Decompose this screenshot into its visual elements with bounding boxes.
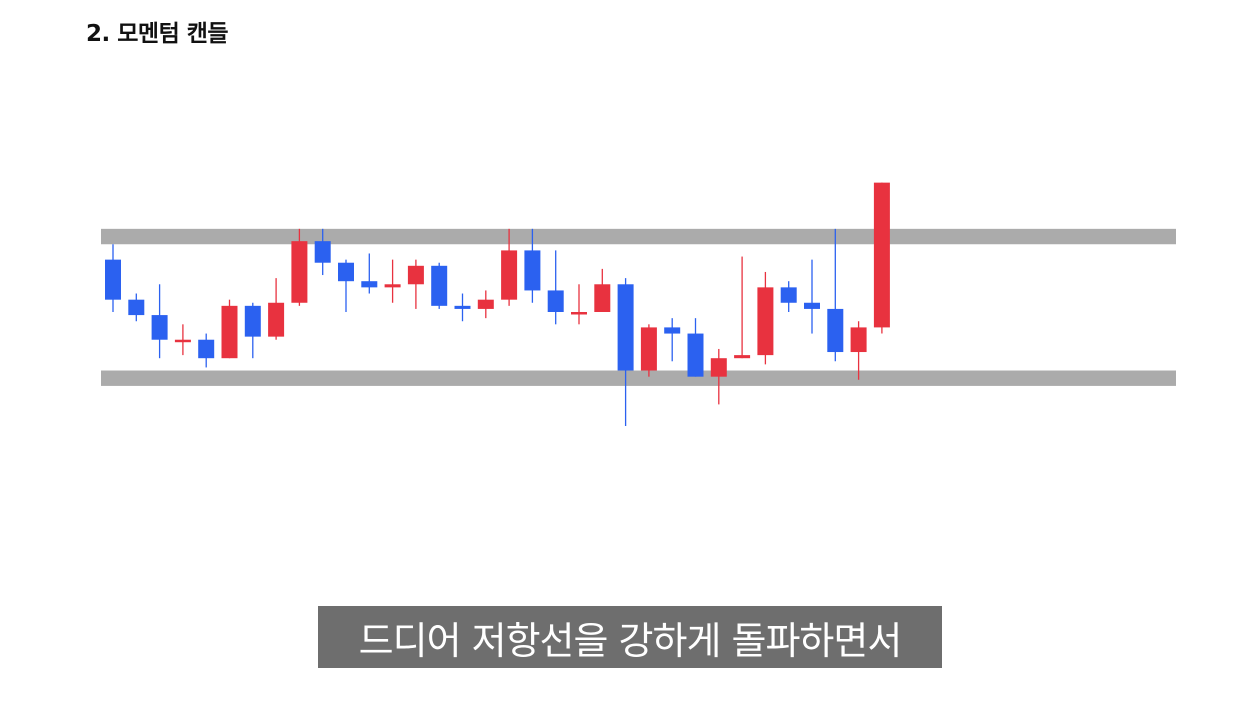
candle — [804, 259, 820, 334]
candle-body-bullish — [477, 299, 494, 309]
candle — [664, 318, 681, 362]
candle — [431, 262, 448, 309]
candle-body-bullish — [221, 305, 238, 359]
candle-body-bullish — [873, 182, 890, 328]
candle — [873, 182, 890, 334]
candle-body-bearish — [687, 333, 704, 377]
caption-box: 드디어 저항선을 강하게 돌파하면서 — [318, 606, 942, 668]
candle-body-bearish — [151, 315, 168, 340]
support-zone — [101, 370, 1176, 386]
candle-body-bearish — [804, 302, 820, 309]
candle — [407, 259, 424, 309]
candle — [594, 268, 611, 312]
candle-body-bullish — [710, 358, 727, 377]
candle — [477, 290, 494, 319]
candle — [687, 318, 704, 377]
candle-body-bullish — [850, 327, 867, 353]
candle-body-bullish — [384, 284, 401, 288]
candle — [338, 259, 354, 312]
candle-body-bullish — [757, 287, 774, 356]
candle-body-bullish — [268, 302, 285, 337]
section-title: 2. 모멘텀 캔들 — [86, 21, 229, 47]
candle — [850, 321, 867, 380]
candle — [524, 228, 541, 303]
candle-body-bearish — [827, 308, 844, 353]
candle-body-bearish — [105, 259, 121, 300]
candle — [734, 256, 751, 359]
candle — [314, 228, 331, 276]
candle — [221, 299, 238, 359]
candle-body-bearish — [314, 241, 331, 263]
candle-body-bearish — [524, 250, 541, 291]
resistance-zone — [101, 228, 1176, 245]
candle-body-bullish — [407, 265, 424, 285]
candle-body-bearish — [361, 281, 378, 288]
candle — [361, 253, 378, 294]
candle — [128, 293, 145, 322]
candle — [571, 284, 587, 325]
candle — [780, 281, 797, 312]
candle-body-bearish — [547, 290, 564, 312]
candle — [174, 324, 191, 356]
candle — [268, 278, 285, 340]
candle-body-bearish — [198, 339, 215, 359]
candle — [244, 302, 261, 359]
candle — [617, 278, 634, 426]
candle-body-bearish — [338, 262, 354, 282]
candle — [827, 228, 844, 362]
candle — [151, 284, 168, 359]
candle-body-bullish — [594, 284, 611, 312]
candle-body-bullish — [291, 241, 308, 303]
candle — [384, 259, 401, 303]
candle — [547, 250, 564, 325]
candle-body-bullish — [501, 250, 518, 300]
candle — [198, 333, 215, 368]
candle — [501, 228, 518, 306]
candle — [640, 324, 657, 377]
caption-text: 드디어 저항선을 강하게 돌파하면서 — [358, 618, 903, 663]
candle-body-bearish — [780, 287, 797, 303]
candle-body-bullish — [174, 339, 191, 343]
candle-body-bearish — [617, 284, 634, 371]
zones-layer — [101, 228, 1176, 386]
candle — [454, 293, 471, 322]
candle-body-bearish — [431, 265, 448, 306]
candle-body-bullish — [571, 312, 587, 315]
candle-body-bearish — [244, 305, 261, 337]
candle-body-bullish — [734, 355, 751, 359]
candle — [105, 244, 121, 312]
candle — [291, 228, 308, 306]
candle-body-bearish — [128, 299, 145, 316]
candles-layer — [105, 182, 890, 426]
candle — [710, 348, 727, 405]
candle-body-bearish — [664, 327, 681, 334]
candle-body-bullish — [640, 327, 657, 371]
candle-body-bearish — [454, 305, 471, 309]
candle — [757, 271, 774, 365]
